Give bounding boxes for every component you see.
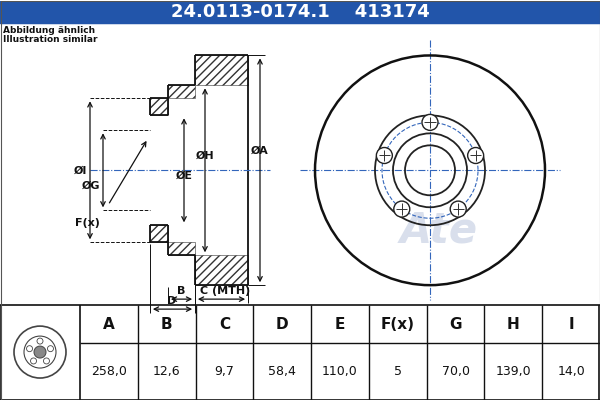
Bar — [0, 22, 600, 305]
Polygon shape — [195, 255, 248, 285]
Text: C: C — [219, 317, 230, 332]
Bar — [0, 0, 600, 22]
Text: B: B — [177, 286, 185, 296]
Bar — [0, 305, 600, 400]
Text: ØE: ØE — [176, 170, 193, 180]
Circle shape — [37, 338, 43, 344]
Text: F(x): F(x) — [381, 317, 415, 332]
Text: B: B — [161, 317, 172, 332]
Polygon shape — [168, 98, 195, 242]
Text: 12,6: 12,6 — [153, 365, 181, 378]
Polygon shape — [150, 98, 168, 115]
Text: 9,7: 9,7 — [215, 365, 235, 378]
Text: ØI: ØI — [74, 165, 87, 175]
Circle shape — [394, 201, 410, 217]
Text: 70,0: 70,0 — [442, 365, 470, 378]
Text: A: A — [103, 317, 115, 332]
Text: D: D — [276, 317, 289, 332]
Text: 5: 5 — [394, 365, 402, 378]
Text: ØA: ØA — [251, 145, 269, 155]
Text: 110,0: 110,0 — [322, 365, 358, 378]
Text: Ate: Ate — [400, 209, 478, 251]
Text: ØG: ØG — [82, 180, 100, 190]
Text: C (MTH): C (MTH) — [200, 286, 250, 296]
Text: G: G — [449, 317, 462, 332]
Text: 258,0: 258,0 — [91, 365, 127, 378]
Circle shape — [34, 346, 46, 358]
Circle shape — [43, 358, 49, 364]
Text: 58,4: 58,4 — [268, 365, 296, 378]
Text: E: E — [335, 317, 345, 332]
Polygon shape — [168, 86, 195, 98]
Text: H: H — [507, 317, 520, 332]
Text: Illustration similar: Illustration similar — [3, 36, 97, 44]
Polygon shape — [150, 115, 168, 225]
Text: 24.0113-0174.1    413174: 24.0113-0174.1 413174 — [170, 2, 430, 20]
Polygon shape — [195, 86, 248, 255]
Polygon shape — [168, 242, 195, 255]
Circle shape — [450, 201, 466, 217]
Polygon shape — [150, 225, 168, 242]
Circle shape — [422, 114, 438, 130]
Text: F(x): F(x) — [75, 218, 100, 228]
Circle shape — [376, 148, 392, 164]
Circle shape — [47, 346, 53, 352]
Polygon shape — [195, 56, 248, 86]
Text: I: I — [568, 317, 574, 332]
Text: 14,0: 14,0 — [557, 365, 585, 378]
Text: D: D — [167, 296, 176, 306]
Circle shape — [31, 358, 37, 364]
Text: Abbildung ähnlich: Abbildung ähnlich — [3, 26, 95, 36]
Text: ØH: ØH — [196, 150, 214, 160]
Circle shape — [467, 148, 484, 164]
Text: 139,0: 139,0 — [496, 365, 531, 378]
Circle shape — [26, 346, 32, 352]
